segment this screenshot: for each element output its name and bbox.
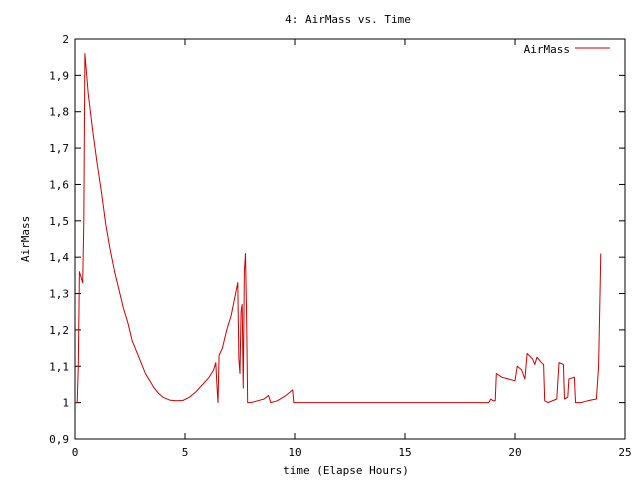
- y-tick-label: 1,6: [49, 178, 69, 191]
- y-axis-label: AirMass: [19, 216, 32, 262]
- y-tick-label: 1: [62, 397, 69, 410]
- y-tick-label: 2: [62, 33, 69, 46]
- series-layer: [75, 53, 602, 404]
- series-line-airmass: [75, 53, 602, 404]
- y-axis-ticks: 0,9 1 1,1 1,2 1,3 1,4 1,5 1,6 1,7 1,8 1,9 2: [49, 33, 625, 446]
- legend: AirMass: [524, 43, 610, 56]
- y-tick-label: 0,9: [49, 433, 69, 446]
- chart-title: 4: AirMass vs. Time: [285, 13, 411, 26]
- y-tick-label: 1,4: [49, 251, 69, 264]
- x-axis-ticks: 0 5 10 15 20 25: [72, 39, 632, 459]
- y-tick-label: 1,5: [49, 215, 69, 228]
- y-tick-label: 1,3: [49, 288, 69, 301]
- x-tick-label: 5: [182, 446, 189, 459]
- plot-frame: [74, 38, 626, 440]
- y-tick-label: 1,1: [49, 360, 69, 373]
- x-tick-label: 10: [288, 446, 301, 459]
- y-tick-label: 1,8: [49, 106, 69, 119]
- y-tick-label: 1,2: [49, 324, 69, 337]
- legend-label: AirMass: [524, 43, 570, 56]
- x-tick-label: 0: [72, 446, 79, 459]
- x-axis-label: time (Elapse Hours): [283, 464, 409, 477]
- x-tick-label: 25: [618, 446, 631, 459]
- x-tick-label: 15: [398, 446, 411, 459]
- y-tick-label: 1,7: [49, 142, 69, 155]
- x-tick-label: 20: [508, 446, 521, 459]
- y-tick-label: 1,9: [49, 69, 69, 82]
